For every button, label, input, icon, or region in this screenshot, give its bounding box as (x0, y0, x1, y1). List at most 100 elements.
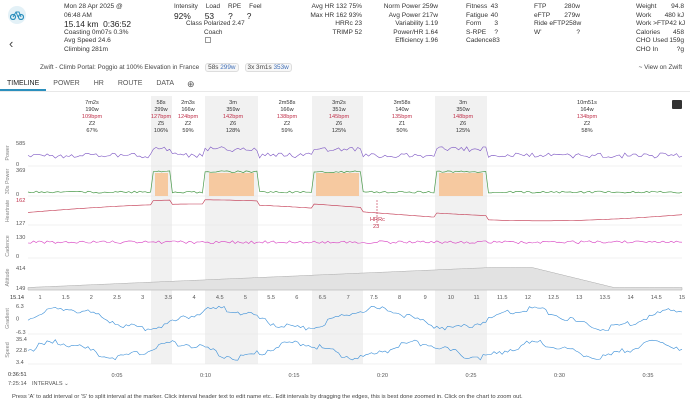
km-tick: 12.5 (548, 295, 559, 301)
km-tick: 15 (679, 295, 685, 301)
interval-header-l2[interactable]: 166w (280, 107, 294, 113)
variability: Variability 1.19 (395, 20, 438, 28)
interval-header-l2[interactable]: 190w (85, 107, 99, 113)
efficiency: Efficiency 1.96 (395, 37, 438, 45)
interval-header-l2[interactable]: 359w (226, 107, 240, 113)
panel-label-gradient: Gradient (5, 308, 11, 329)
view-on-zwift-link[interactable]: ~ View on Zwift (638, 64, 682, 71)
ftp[interactable]: 280w (564, 3, 580, 10)
tab-timeline[interactable]: TIMELINE (0, 78, 47, 91)
intensity: 92% (174, 10, 191, 21)
km-tick: 13 (576, 295, 582, 301)
interval-header-l1[interactable]: 3m (459, 100, 467, 106)
tab-route[interactable]: ROUTE (117, 80, 143, 87)
coach-checkbox[interactable] (205, 37, 211, 44)
interval-header-l4[interactable]: Z2 (185, 121, 192, 127)
km-tick: 2 (90, 295, 93, 301)
best-effort-pill[interactable]: 58s 299w (205, 63, 239, 72)
interval-header-l1[interactable]: 2m3s (181, 100, 195, 106)
series-line-pbest (27, 170, 683, 194)
interval-header-l2[interactable]: 140w (395, 107, 409, 113)
feel[interactable]: ? (246, 10, 252, 21)
interval-header-l4[interactable]: Z2 (284, 121, 291, 127)
km-tick: 10 (448, 295, 454, 301)
time-tick: 0:10 (200, 373, 211, 379)
tick-label: 149 (16, 286, 25, 292)
interval-header-l1[interactable]: 7m2s (85, 100, 99, 106)
notes-icon[interactable] (672, 100, 682, 109)
interval-header-l3[interactable]: 148bpm (453, 114, 474, 120)
add-tab-icon[interactable]: ⊕ (187, 79, 195, 89)
activity-title[interactable]: Zwift - Climb Portal: Poggio at 100% Ele… (40, 64, 200, 71)
interval-header-l3[interactable]: 127bpm (151, 114, 172, 120)
interval-header-l5[interactable]: 67% (86, 128, 97, 134)
interval-header-l3[interactable]: 134bpm (577, 114, 598, 120)
tab-power[interactable]: POWER (53, 80, 80, 87)
interval-header-l5[interactable]: 59% (281, 128, 292, 134)
srpe: ? (494, 28, 498, 36)
interval-header-l1[interactable]: 3m2s (332, 100, 346, 106)
back-arrow-icon[interactable]: ‹ (9, 36, 14, 51)
interval-header-l3[interactable]: 145bpm (329, 114, 350, 120)
interval-header-l4[interactable]: Z6 (230, 121, 237, 127)
interval-header-l5[interactable]: 50% (396, 128, 407, 134)
interval-header-l1[interactable]: 2m58s (279, 100, 296, 106)
moving-time: 0:36:52 (103, 19, 132, 30)
tab-hr[interactable]: HR (93, 80, 104, 87)
bike-icon (8, 6, 26, 24)
interval-group-pill[interactable]: 3x 3m1s 353w (244, 63, 292, 72)
intervals-dropdown[interactable]: INTERVALS ⌄ (32, 381, 69, 387)
interval-header-l3[interactable]: 124bpm (178, 114, 199, 120)
power-zone-fill (439, 173, 483, 196)
interval-header-l4[interactable]: Z2 (584, 121, 591, 127)
interval-header-l4[interactable]: Z5 (158, 121, 165, 127)
interval-header-l1[interactable]: 3m (229, 100, 237, 106)
interval-header-l2[interactable]: 164w (580, 107, 594, 113)
interval-header-l5[interactable]: 125% (332, 128, 346, 134)
interval-header-l4[interactable]: Z2 (89, 121, 96, 127)
rpe[interactable]: ? (228, 10, 233, 21)
interval-header-l3[interactable]: 142bpm (223, 114, 244, 120)
interval-header-l4[interactable]: Z1 (399, 121, 406, 127)
interval-header-l4[interactable]: Z6 (460, 121, 467, 127)
interval-header-l3[interactable]: 109bpm (82, 114, 103, 120)
series-line-heartrate (27, 199, 683, 222)
wprime: ? (576, 28, 580, 36)
avg-hr: Avg HR 132 75% (311, 3, 362, 10)
max-hr: Max HR 162 93% (310, 11, 362, 19)
power-hr: Power/HR 1.64 (393, 28, 438, 36)
interval-header-l2[interactable]: 350w (456, 107, 470, 113)
cho-in[interactable]: ?g (676, 45, 684, 53)
interval-header-l3[interactable]: 138bpm (277, 114, 298, 120)
time-tick: 0:20 (377, 373, 388, 379)
series-line-gradient (27, 305, 683, 332)
km-tick: 14 (628, 295, 634, 301)
climbing: 281m (91, 45, 109, 53)
interval-header-l5[interactable]: 59% (182, 128, 193, 134)
tick-label: 0 (16, 317, 19, 323)
interval-header-l2[interactable]: 166w (181, 107, 195, 113)
interval-header-l5[interactable]: 128% (226, 128, 240, 134)
time-tick: 0:25 (466, 373, 477, 379)
tab-data[interactable]: DATA (156, 80, 175, 87)
weight[interactable]: 94.8 (671, 3, 684, 10)
interval-header-l5[interactable]: 58% (581, 128, 592, 134)
interval-header-l1[interactable]: 58s (156, 100, 165, 106)
interval-header-l1[interactable]: 10m51s (577, 100, 597, 106)
panel-label-pbest: 30s Power (5, 169, 11, 195)
interval-header-l1[interactable]: 3m58s (394, 100, 411, 106)
avg-speed: 24.6 (98, 37, 111, 45)
interval-header-l2[interactable]: 351w (332, 107, 346, 113)
interval-header-l3[interactable]: 135bpm (392, 114, 413, 120)
km-tick: 1.5 (62, 295, 70, 301)
time-axis-start: 0:36:51 (8, 372, 27, 378)
interval-header-l4[interactable]: Z6 (336, 121, 343, 127)
interval-header-l5[interactable]: 106% (154, 128, 168, 134)
series-line-speed (27, 339, 683, 361)
km-tick: 7 (347, 295, 350, 301)
altitude-area (27, 267, 683, 291)
interval-header-l2[interactable]: 299w (154, 107, 168, 113)
interval-header-l5[interactable]: 125% (456, 128, 470, 134)
km-tick: 4 (193, 295, 196, 301)
